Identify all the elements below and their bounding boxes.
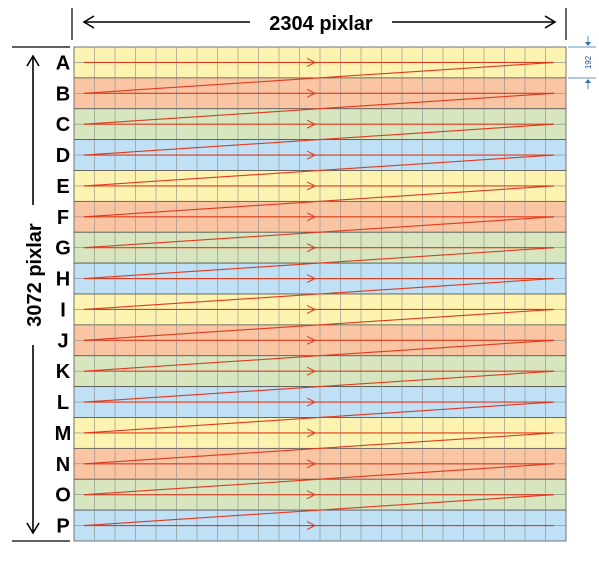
row-label-b: B (56, 83, 70, 105)
row-label-f: F (57, 207, 69, 229)
row-label-p: P (56, 516, 69, 538)
scan-arrowhead (306, 88, 317, 98)
height-dimension: 3072 pixlar (12, 46, 70, 542)
scan-path (83, 57, 555, 531)
scan-arrowhead (306, 366, 317, 376)
scan-arrowhead (306, 274, 317, 284)
scan-return-line (83, 401, 555, 434)
row-height-dimension: 192 (568, 36, 596, 89)
scan-arrowhead (306, 150, 317, 160)
height-label: 3072 pixlar (24, 223, 46, 327)
scan-return-line (83, 494, 555, 527)
scan-return-line (83, 370, 555, 403)
scan-arrowhead (306, 181, 317, 191)
row-label-c: C (56, 114, 70, 136)
scan-arrowhead (306, 521, 317, 531)
scan-arrowhead (306, 490, 317, 500)
width-label: 2304 pixlar (269, 13, 373, 35)
scan-arrowhead (306, 335, 317, 345)
scan-return-line (83, 216, 555, 249)
scan-return-line (83, 308, 555, 341)
scan-return-line (83, 185, 555, 218)
row-label-n: N (56, 454, 70, 476)
width-dimension: 2304 pixlar (71, 8, 567, 40)
scan-return-line (83, 92, 555, 125)
scan-arrowhead (306, 397, 317, 407)
row-label-e: E (56, 176, 69, 198)
scan-arrowhead (306, 119, 317, 129)
row-label-l: L (57, 392, 69, 414)
scan-return-line (83, 432, 555, 465)
scan-arrowhead (306, 428, 317, 438)
scan-return-line (83, 247, 555, 280)
scan-return-line (83, 278, 555, 310)
row-label-h: H (56, 269, 70, 291)
row-label-o: O (55, 485, 71, 507)
scan-arrowhead (306, 304, 317, 314)
row-label-k: K (56, 361, 71, 383)
row-label-i: I (60, 299, 66, 321)
scan-return-line (83, 463, 555, 496)
row-label-g: G (55, 238, 71, 260)
row-height-label: 192 (584, 55, 593, 69)
row-label-a: A (56, 52, 70, 74)
scan-return-line (83, 154, 555, 187)
scan-return-line (83, 339, 555, 372)
scan-arrowhead (306, 212, 317, 222)
row-label-m: M (55, 423, 72, 445)
scan-return-line (83, 61, 555, 94)
scan-arrowhead (306, 243, 317, 253)
scan-return-line (83, 123, 555, 156)
scan-arrowhead (306, 459, 317, 469)
row-label-d: D (56, 145, 70, 167)
row-label-j: J (57, 330, 68, 352)
scan-arrowhead (306, 57, 317, 67)
